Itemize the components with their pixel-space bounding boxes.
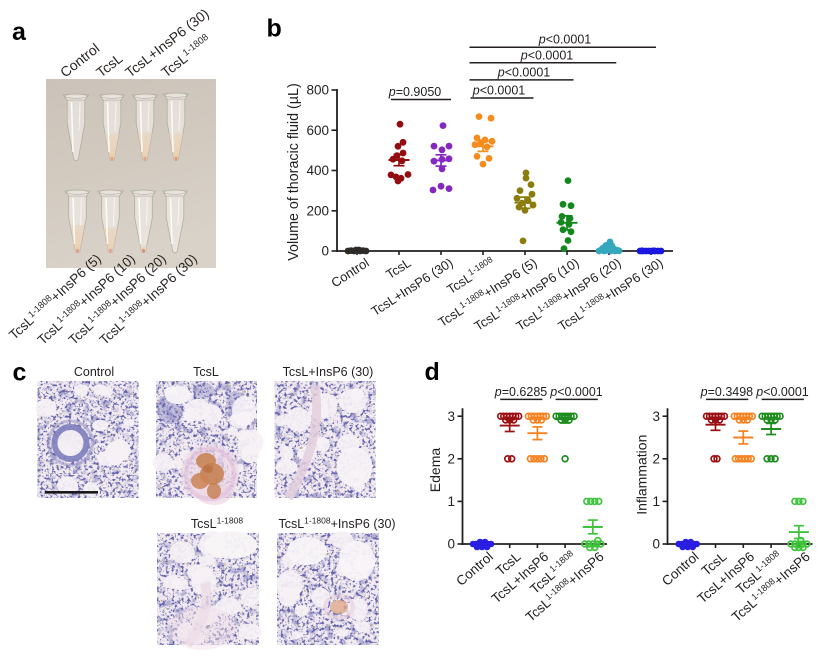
svg-text:p=0.6285: p=0.6285 [494, 385, 548, 399]
svg-text:p=0.3498: p=0.3498 [700, 385, 754, 399]
svg-text:0: 0 [652, 537, 660, 552]
svg-text:TcsL+InsP6 (30): TcsL+InsP6 (30) [283, 365, 374, 379]
svg-text:c: c [13, 359, 27, 387]
svg-text:800: 800 [306, 83, 329, 98]
svg-text:TcsL: TcsL [193, 365, 219, 379]
svg-text:Inflammation: Inflammation [634, 435, 650, 515]
svg-text:p<0.0001: p<0.0001 [549, 385, 603, 399]
svg-text:p=0.9050: p=0.9050 [388, 85, 442, 99]
svg-text:Edema: Edema [427, 448, 443, 493]
svg-text:2: 2 [652, 451, 660, 466]
svg-text:TcsL1-1808: TcsL1-1808 [191, 516, 243, 532]
svg-text:3: 3 [652, 409, 660, 424]
svg-text:p<0.0001: p<0.0001 [520, 48, 574, 62]
svg-text:a: a [12, 18, 27, 46]
svg-text:400: 400 [306, 163, 329, 178]
svg-text:p<0.0001: p<0.0001 [755, 385, 809, 399]
svg-text:1: 1 [447, 494, 455, 509]
svg-text:TcsL1-1808+InsP6 (30): TcsL1-1808+InsP6 (30) [278, 516, 395, 532]
svg-text:Control: Control [74, 365, 114, 379]
svg-text:600: 600 [306, 123, 329, 138]
svg-text:1: 1 [652, 494, 660, 509]
svg-text:2: 2 [447, 451, 455, 466]
svg-text:p<0.0001: p<0.0001 [497, 65, 551, 79]
svg-text:p<0.0001: p<0.0001 [538, 33, 592, 47]
svg-text:3: 3 [447, 409, 455, 424]
svg-text:b: b [267, 15, 282, 43]
svg-text:p<0.0001: p<0.0001 [472, 84, 526, 98]
svg-text:0: 0 [321, 244, 329, 259]
svg-text:d: d [425, 358, 440, 386]
svg-text:Volume of thoracic fluid (µL): Volume of thoracic fluid (µL) [286, 83, 302, 261]
svg-text:200: 200 [306, 203, 329, 218]
svg-text:0: 0 [447, 537, 455, 552]
